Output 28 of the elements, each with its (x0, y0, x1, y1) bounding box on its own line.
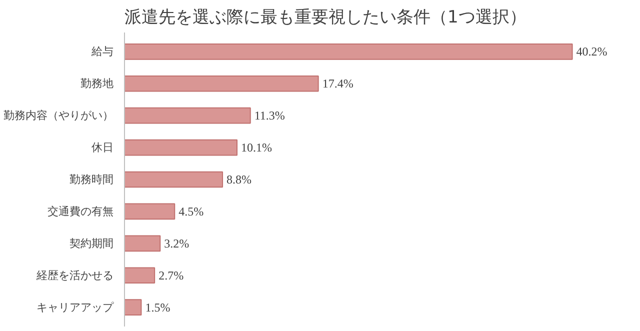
data-label: 2.7% (158, 268, 184, 282)
bar (124, 75, 319, 92)
bar (124, 107, 251, 124)
bar (124, 171, 224, 188)
data-label: 17.4% (322, 76, 354, 91)
data-label: 8.8% (226, 172, 252, 186)
bar (124, 267, 156, 284)
y-tick-label: 勤務地 (80, 77, 114, 90)
bar (124, 203, 176, 220)
data-label: 3.2% (164, 236, 190, 250)
y-tick-label: 勤務時間 (70, 173, 114, 186)
y-tick-label: 契約期間 (70, 236, 114, 250)
data-label: 11.3% (254, 108, 285, 123)
data-label: 10.1% (241, 140, 272, 155)
y-tick-label: キャリアアップ (36, 300, 114, 314)
chart-title: 派遣先を選ぶ際に最も重要視したい条件（1つ選択） (124, 8, 526, 28)
y-tick-label: 給与 (90, 45, 114, 58)
data-label: 1.5% (145, 300, 170, 314)
bar (124, 139, 238, 156)
y-tick-label: 勤務内容（やりがい） (4, 109, 114, 122)
bar (124, 299, 142, 316)
y-tick-label: 休日 (92, 141, 114, 154)
data-label: 40.2% (576, 44, 608, 59)
data-label: 4.5% (178, 204, 204, 218)
bar (124, 44, 573, 60)
y-tick-label: 交通費の有無 (48, 204, 114, 218)
bar (124, 235, 161, 252)
y-tick-label: 経歴を活かせる (36, 268, 114, 282)
